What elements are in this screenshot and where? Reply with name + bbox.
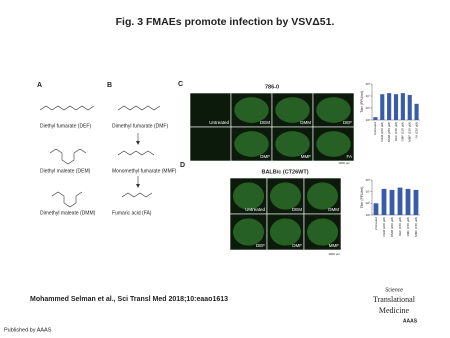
publisher: Published by AAAS — [4, 327, 52, 333]
fluorescence — [275, 97, 310, 123]
fluorescence — [232, 182, 265, 210]
bar — [381, 188, 387, 215]
compound-name: Dimethyl maleate (DMM) — [40, 210, 96, 216]
panel-label: B — [107, 82, 112, 89]
y-tick-label: 10³ — [366, 118, 370, 122]
image-label: Untreated — [209, 120, 229, 125]
compound-name: Fumaric acid (FA) — [112, 210, 152, 216]
y-tick-label: 10⁹ — [365, 178, 370, 182]
y-tick-label: 10³ — [366, 213, 370, 217]
bar — [414, 103, 419, 120]
image-label: FA — [346, 154, 352, 159]
panel-label: D — [180, 162, 185, 169]
x-tick-label: DMM (200 µM) — [390, 217, 394, 237]
panel-label: A — [37, 82, 42, 89]
x-tick-label: DEF (150 µM) — [398, 217, 402, 236]
fluorescence — [316, 131, 351, 157]
model: BALB/c (CT26WT) — [261, 169, 308, 175]
compound-name: Dimethyl fumarate (DMF) — [112, 123, 168, 129]
bar — [387, 93, 392, 120]
x-tick-label: FA (150 µM) — [414, 122, 418, 138]
scale-bar: 1000 µm — [338, 161, 350, 165]
x-tick-label: MMF (150 µM) — [408, 122, 412, 142]
y-tick-label: 10⁷ — [366, 94, 370, 98]
panel-label: C — [178, 81, 183, 88]
x-tick-label: DEM (200 µM) — [380, 122, 384, 142]
logo-text: AAAS — [403, 318, 418, 324]
bar — [405, 188, 411, 215]
x-tick-label: Untreated — [374, 217, 378, 231]
y-axis-label: Titer (PFU/ml) — [360, 91, 364, 113]
x-tick-label: Untreated — [373, 122, 377, 136]
logo-text: Translational — [373, 295, 416, 304]
image-label: DEF — [343, 120, 352, 125]
bar — [393, 94, 399, 120]
bar — [407, 94, 412, 120]
fluorescence — [269, 182, 302, 210]
bar — [389, 189, 395, 215]
logo-text: Science — [385, 287, 403, 293]
x-tick-label: DEF (150 µM) — [394, 122, 398, 141]
fluorescence — [234, 131, 269, 157]
image-label: MMF — [301, 154, 311, 159]
scale-bar: 1000 µm — [328, 252, 340, 256]
image-label: DEF — [256, 243, 265, 248]
bar — [413, 189, 419, 215]
fluorescence — [269, 218, 302, 246]
image-label: DMF — [292, 243, 302, 248]
image-label: DMM — [300, 120, 311, 125]
image-label: DEM — [260, 120, 270, 125]
image-label: DMM — [328, 207, 339, 212]
fluorescence — [275, 131, 310, 157]
x-tick-label: DMM (200 µM) — [387, 122, 391, 142]
structures — [39, 105, 161, 208]
x-tick-label: MMF (150 µM) — [414, 217, 418, 237]
micrograph — [189, 126, 232, 162]
bar — [400, 93, 405, 120]
bar — [373, 117, 378, 120]
image-label: Untreated — [245, 207, 265, 212]
fluorescence — [306, 218, 339, 246]
bar — [380, 94, 385, 120]
y-axis-label: Titer (PFU/ml) — [360, 187, 364, 209]
compound-name: Monomethyl fumarate (MMF) — [112, 168, 177, 174]
image-label: DMF — [260, 154, 270, 159]
slide-title: Fig. 3 FMAEs promote infection by VSVΔ51… — [116, 16, 335, 28]
x-tick-label: DMF (150 µM) — [406, 217, 410, 236]
image-label: MMF — [329, 243, 339, 248]
logo-text: Medicine — [379, 306, 410, 315]
logo: Science Translational Medicine AAAS — [368, 285, 420, 325]
citation: Mohammed Selman et al., Sci Transl Med 2… — [30, 296, 228, 303]
x-tick-label: DMF (150 µM) — [401, 122, 405, 141]
y-tick-label: 10⁵ — [365, 201, 370, 205]
y-tick-label: 10⁵ — [365, 106, 370, 110]
bar — [397, 187, 403, 215]
x-tick-label: DEM (200 µM) — [382, 217, 386, 237]
fluorescence — [234, 97, 269, 123]
fluorescence — [306, 182, 339, 210]
y-tick-label: 10⁹ — [365, 82, 370, 86]
fluorescence — [232, 218, 265, 246]
compound-name: Diethyl maleate (DEM) — [40, 168, 91, 174]
fluorescence — [316, 97, 351, 123]
bar — [373, 203, 379, 215]
y-tick-label: 10⁷ — [366, 189, 370, 193]
micrograph — [189, 92, 232, 128]
compound-name: Diethyl fumarate (DEF) — [40, 123, 91, 129]
image-label: DEM — [292, 207, 302, 212]
cell-line: 786-0 — [265, 84, 279, 90]
